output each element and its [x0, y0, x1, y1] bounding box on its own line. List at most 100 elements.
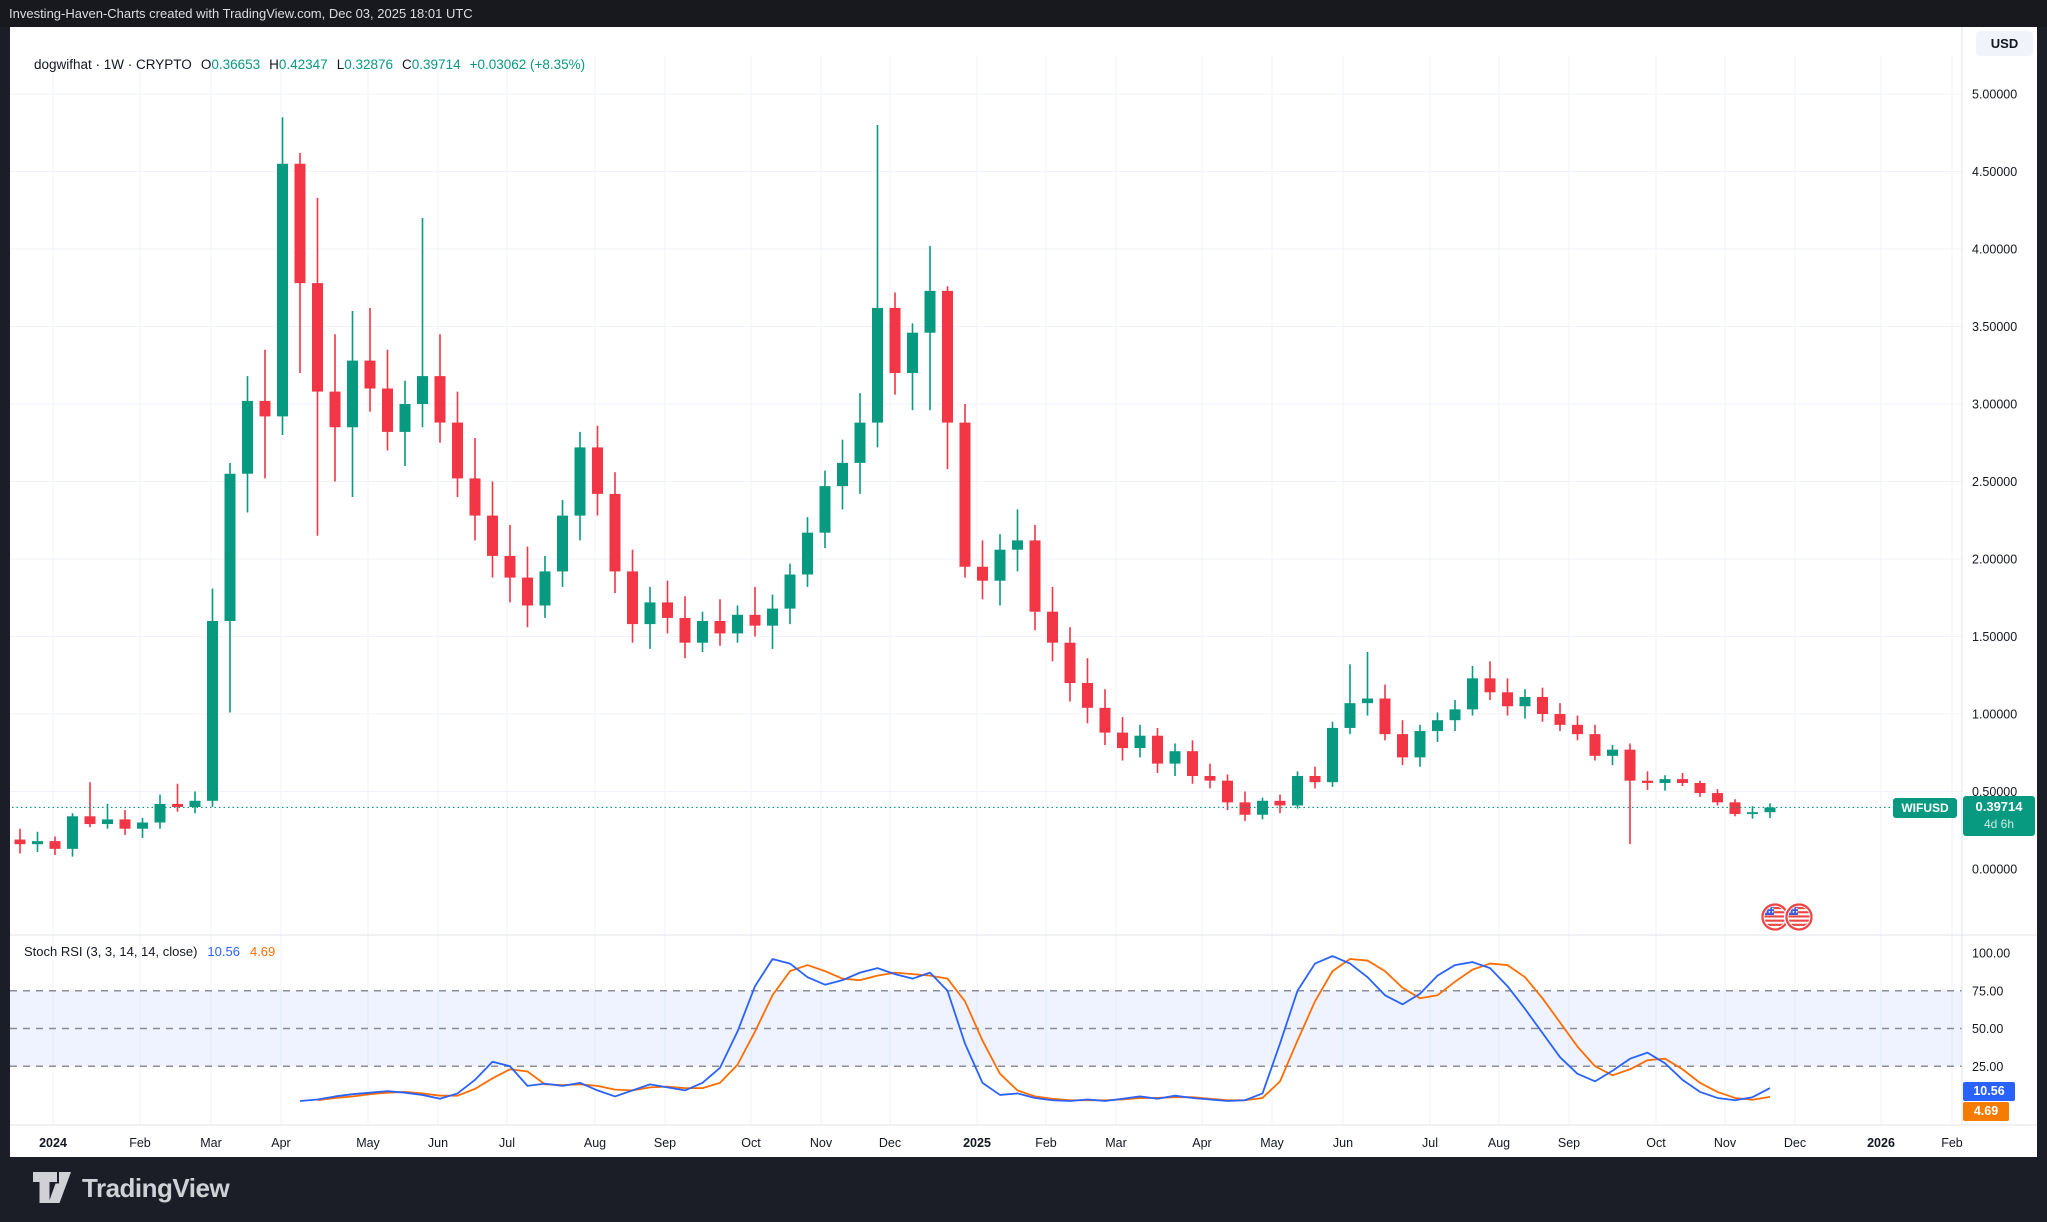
stoch-rsi-legend[interactable]: Stoch RSI (3, 3, 14, 14, close) 10.56 4.… [24, 944, 275, 959]
svg-text:Aug: Aug [584, 1136, 606, 1150]
svg-text:Aug: Aug [1488, 1136, 1510, 1150]
us-flag-event-icon[interactable] [1759, 901, 1791, 933]
candle-body [662, 602, 673, 618]
ohlc-close: C0.39714 [402, 57, 461, 72]
candle-body [1764, 807, 1776, 813]
svg-text:2026: 2026 [1867, 1136, 1895, 1150]
svg-text:0.50000: 0.50000 [1972, 785, 2017, 799]
candle-body [679, 617, 691, 643]
candle-body [1257, 800, 1268, 815]
stoch-k-line [299, 955, 1771, 1102]
candle-body [1624, 749, 1636, 781]
candle-body [1222, 780, 1233, 803]
candle-body [1607, 749, 1618, 756]
svg-text:Sep: Sep [1558, 1136, 1580, 1150]
attribution-text: Investing-Haven-Charts created with Trad… [9, 6, 473, 21]
stoch-rsi-pane[interactable] [10, 940, 1962, 1125]
candle-body [784, 574, 796, 609]
svg-text:2024: 2024 [39, 1136, 67, 1150]
candle-body [942, 290, 953, 423]
candle-body [1047, 611, 1058, 643]
candle-body [1747, 812, 1758, 814]
last-price-label[interactable]: 0.39714 4d 6h [1963, 796, 2035, 836]
svg-text:2025: 2025 [963, 1136, 991, 1150]
chart-widget: 5.00000 4.50000 4.00000 3.50000 3.00000 2.500… [10, 27, 2037, 1157]
stoch-d-axis-badge: 4.69 [1963, 1102, 2009, 1121]
candle-body [329, 391, 341, 428]
svg-text:1.50000: 1.50000 [1972, 630, 2017, 644]
candle-body [189, 800, 201, 807]
tradingview-wordmark: TradingView [82, 1172, 230, 1203]
candle-body [522, 577, 533, 606]
svg-text:Dec: Dec [879, 1136, 901, 1150]
currency-toggle-button[interactable]: USD [1976, 31, 2033, 56]
candle-body [294, 163, 306, 284]
svg-text:4.50000: 4.50000 [1972, 165, 2017, 179]
candle-body [1117, 732, 1128, 749]
last-price-value: 0.39714 [1975, 799, 2023, 814]
candle-body [224, 473, 236, 621]
candle-body [924, 290, 936, 333]
svg-text:Feb: Feb [1941, 1136, 1963, 1150]
candle-body [1362, 698, 1373, 704]
price-axis[interactable] [1962, 27, 2037, 1125]
main-price-pane[interactable] [10, 55, 1962, 935]
price-line-symbol-tag: WIFUSD [1893, 798, 1957, 818]
svg-text:May: May [356, 1136, 380, 1150]
candle-body [1082, 683, 1093, 708]
candle-body [1327, 727, 1338, 783]
candle-body [382, 388, 393, 432]
svg-text:Sep: Sep [654, 1136, 676, 1150]
candle-body [172, 803, 183, 807]
svg-text:Jun: Jun [428, 1136, 448, 1150]
symbol-title[interactable]: dogwifhat · 1W · CRYPTO [34, 57, 192, 72]
tradingview-logo[interactable]: TradingView [32, 1171, 230, 1205]
candle-body [1537, 696, 1548, 714]
stoch-axis-labels: 100.00 75.00 50.00 25.00 [1972, 947, 2010, 1074]
svg-text:Mar: Mar [200, 1136, 222, 1150]
candle-body [994, 549, 1006, 581]
candle-body [907, 332, 918, 373]
stoch-k-axis-badge: 10.56 [1963, 1082, 2015, 1101]
candle-body [102, 819, 113, 825]
svg-text:0.00000: 0.00000 [1972, 863, 2017, 877]
candle-body [364, 360, 376, 389]
candle-body [1677, 779, 1688, 783]
footer-bar: TradingView [0, 1157, 2047, 1222]
candle-body [819, 486, 831, 533]
candle-body [207, 621, 218, 801]
candle-body [1519, 696, 1531, 707]
candle-body [452, 422, 463, 479]
candle-body [277, 163, 288, 417]
candle-body [959, 422, 971, 567]
candle-body [1099, 707, 1111, 733]
candle-body [242, 400, 253, 474]
stoch-rsi-title[interactable]: Stoch RSI (3, 3, 14, 14, close) [24, 944, 198, 959]
candle-body [347, 360, 358, 428]
candle-body [1029, 540, 1041, 612]
candle-body [84, 816, 96, 825]
candle-body [1554, 714, 1566, 725]
symbol-legend[interactable]: dogwifhat · 1W · CRYPTO O0.36653 H0.4234… [34, 57, 585, 72]
time-axis[interactable] [10, 1125, 2037, 1157]
candle-body [1572, 724, 1583, 735]
candle-body [1502, 692, 1513, 707]
candle-body [1712, 793, 1723, 803]
price-axis-labels: 5.00000 4.50000 4.00000 3.50000 3.00000 2.500… [1972, 88, 2017, 877]
candle-body [259, 400, 271, 417]
candle-body [1309, 776, 1321, 783]
candle-body [1292, 776, 1303, 806]
candle-body [399, 404, 411, 432]
candle-body [1064, 642, 1076, 683]
tradingview-logo-icon [33, 1172, 71, 1203]
us-flag-event-icon[interactable] [1783, 901, 1815, 933]
candle-body [609, 493, 621, 572]
candle-body [1152, 735, 1163, 764]
candle-body [32, 841, 43, 845]
svg-text:1.00000: 1.00000 [1972, 708, 2017, 722]
snapshot-attribution-bar: Investing-Haven-Charts created with Trad… [0, 0, 2047, 27]
change-value: +0.03062 (+8.35%) [469, 57, 586, 72]
candle-body [837, 462, 848, 487]
svg-text:Feb: Feb [1035, 1136, 1057, 1150]
